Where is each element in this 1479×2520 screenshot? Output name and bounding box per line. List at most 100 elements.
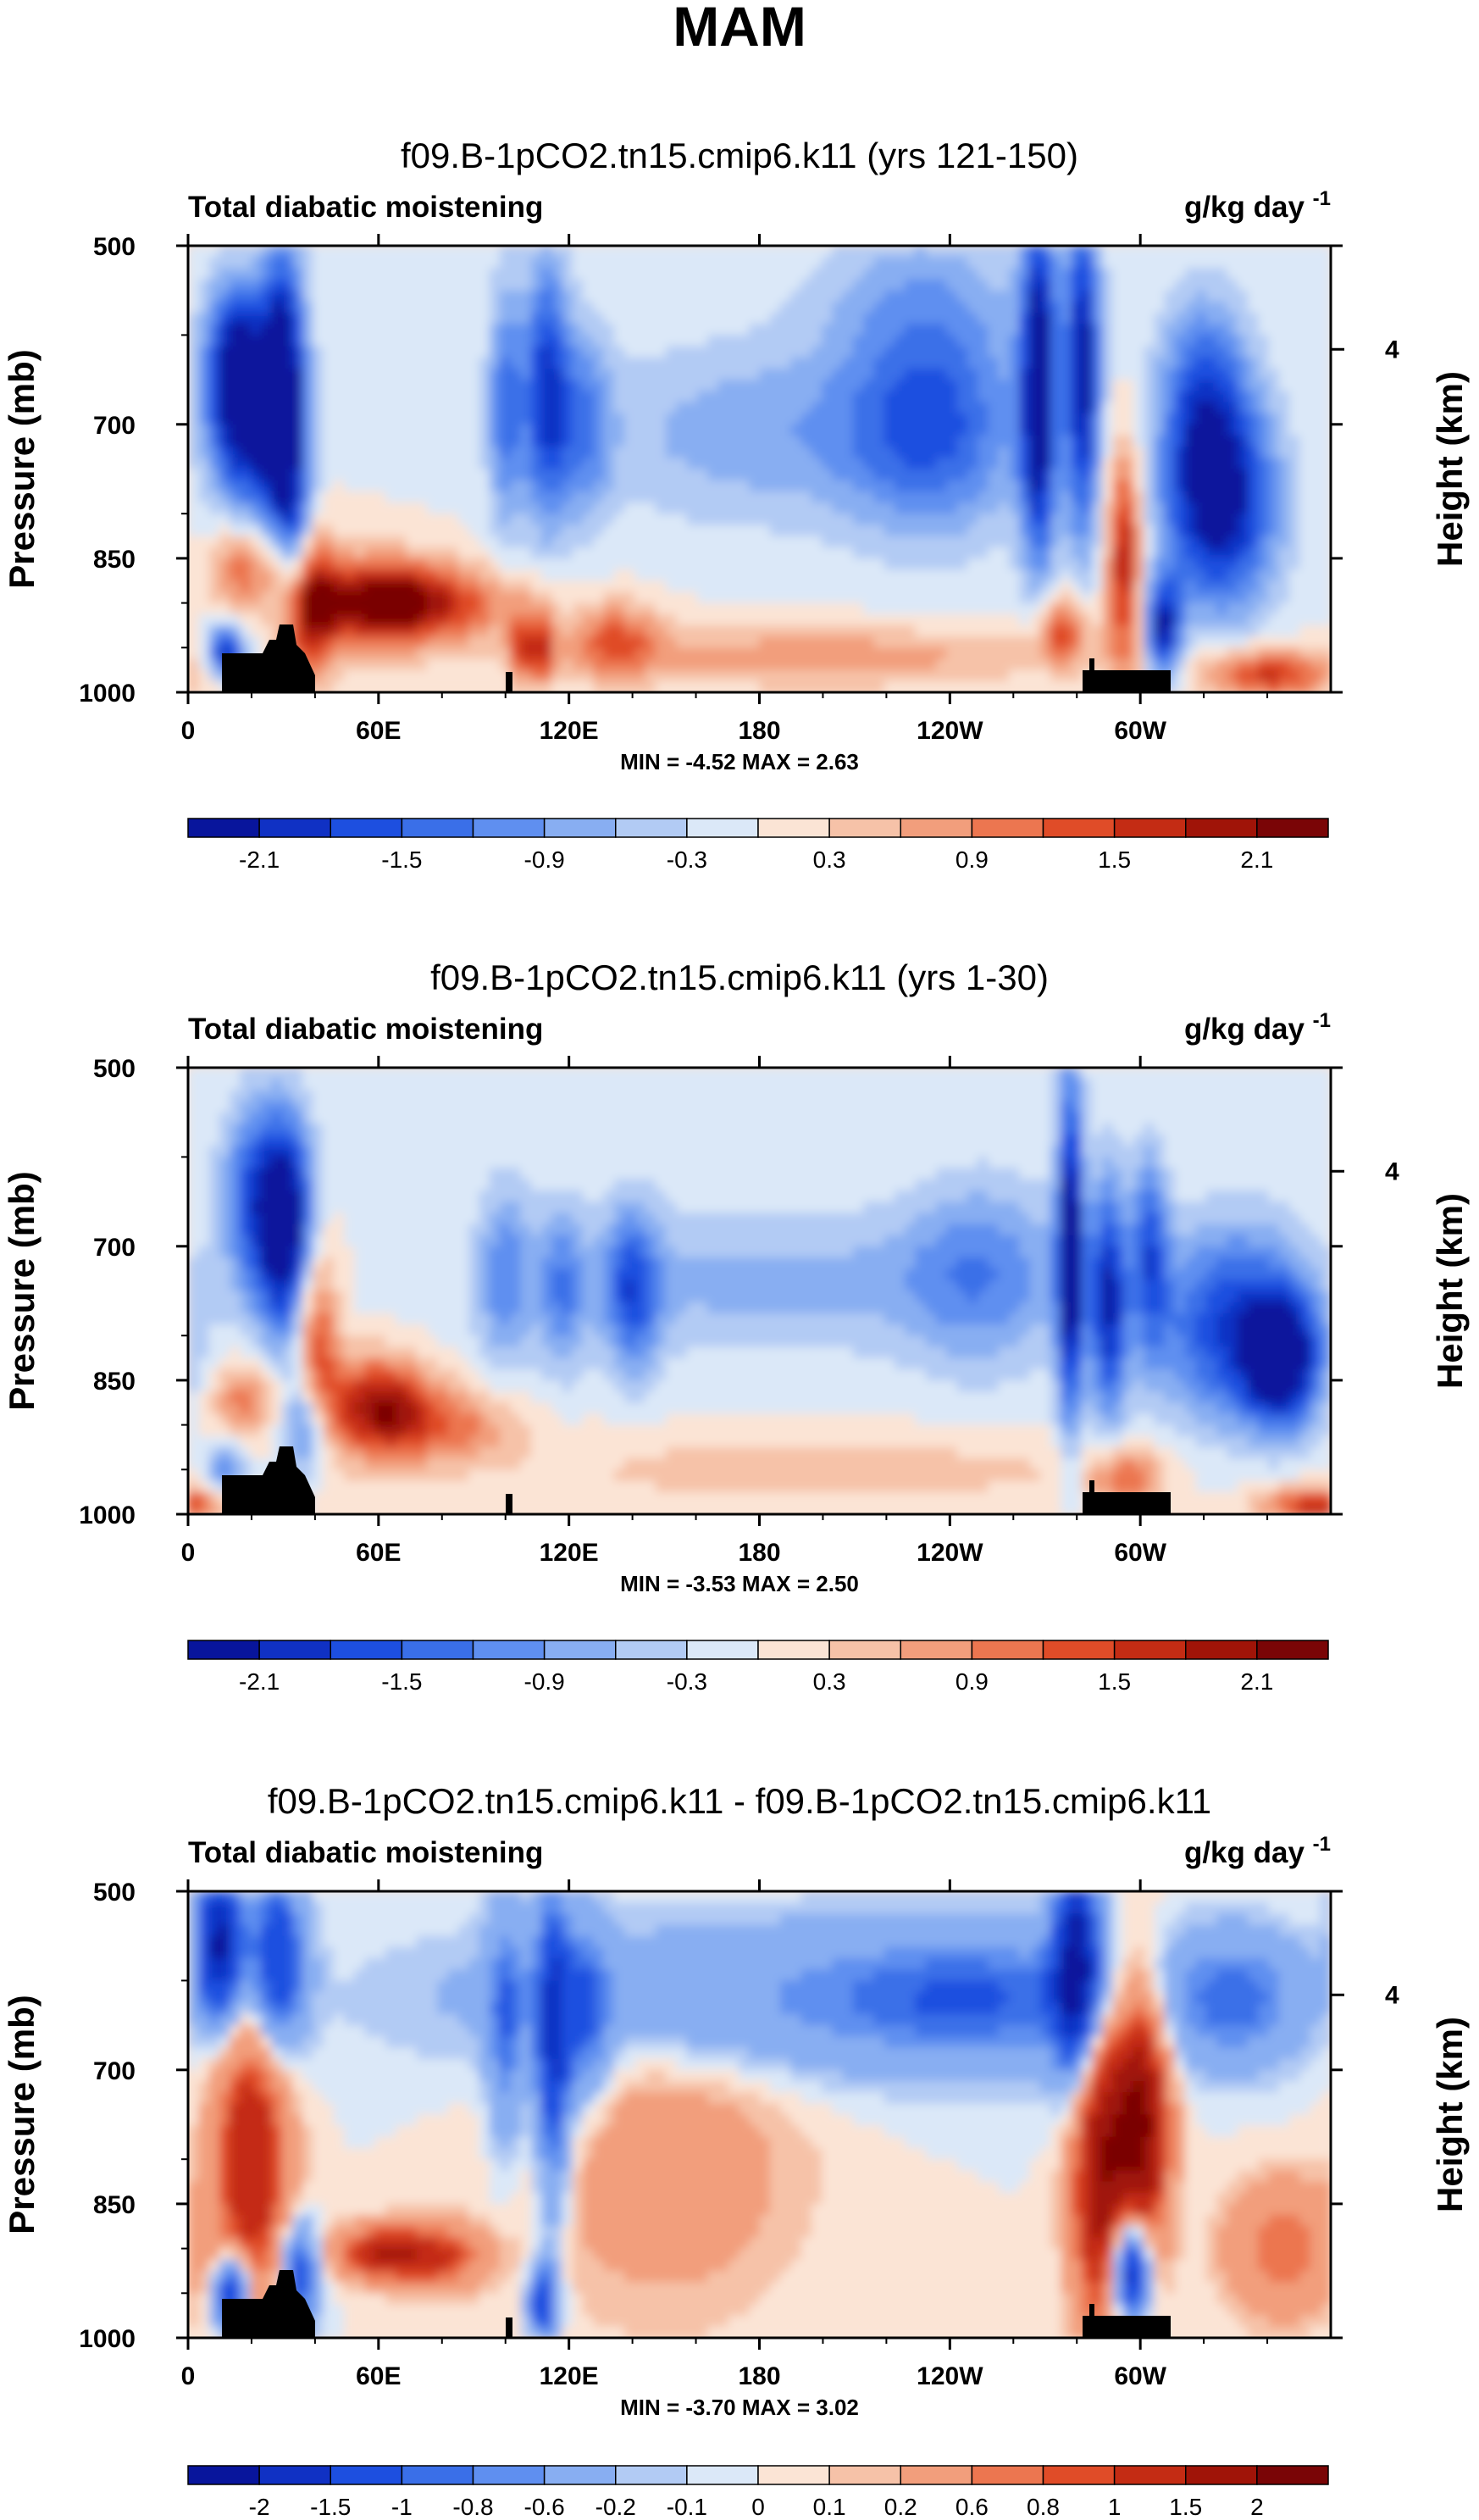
colorbar-swatch	[828, 2465, 901, 2485]
topography-island	[506, 672, 512, 692]
colorbar-label: -0.9	[524, 846, 565, 873]
colorbar-swatch	[900, 818, 973, 838]
y-tick-label: 1000	[79, 1501, 136, 1529]
figure-title: MAM	[673, 0, 806, 58]
colorbar-label: -0.9	[524, 1668, 565, 1695]
colorbar-swatch	[686, 1640, 759, 1660]
colorbar-swatch	[187, 2465, 260, 2485]
colorbar-label: -0.2	[595, 2494, 636, 2520]
y-tick-label: 850	[93, 1368, 136, 1396]
colorbar-swatch	[900, 2465, 973, 2485]
colorbar: -2 -1.5 -1 -0.8 -0.6 -0.2 -0.1 0 0.1 0.2 0.6 0.8 1 1.…	[187, 2465, 1329, 2520]
colorbar-swatch	[1042, 1640, 1116, 1660]
x-tick-label: 60E	[356, 1539, 401, 1567]
colorbar-label: -2.1	[239, 846, 280, 873]
min-max-stats: MIN = -4.52 MAX = 2.63	[620, 749, 859, 774]
x-tick-label: 0	[181, 1539, 196, 1567]
colorbar-label: 2.1	[1240, 1668, 1273, 1695]
colorbar-label: 1.5	[1098, 846, 1131, 873]
colorbar-swatch	[757, 1640, 830, 1660]
colorbar-swatch	[615, 2465, 688, 2485]
colorbar-swatch	[757, 818, 830, 838]
colorbar-label: 0.8	[1027, 2494, 1060, 2520]
x-tick-label: 180	[738, 717, 780, 745]
left-label: Total diabatic moistening	[188, 1013, 543, 1046]
colorbar-swatch	[472, 2465, 546, 2485]
colorbar-label: 2.1	[1240, 846, 1273, 873]
x-tick-label: 120E	[540, 2362, 599, 2390]
y-tick-label: 1000	[79, 680, 136, 708]
colorbar-swatch	[971, 2465, 1044, 2485]
panel-2: f09.B-1pCO2.tn15.cmip6.k11 (yrs 1-30) Tot…	[2, 957, 1470, 1695]
colorbar-swatch	[1113, 818, 1187, 838]
colorbar-label: 1	[1108, 2494, 1122, 2520]
colorbar: -2.1 -1.5 -0.9 -0.3 0.3 0.9 1.5 2.1	[187, 818, 1329, 873]
colorbar-swatch	[1113, 2465, 1187, 2485]
colorbar-swatch	[1185, 818, 1258, 838]
colorbar-swatch	[187, 818, 260, 838]
x-tick-label: 60W	[1114, 1539, 1166, 1567]
colorbar-swatch	[615, 818, 688, 838]
colorbar-swatch	[543, 818, 617, 838]
x-tick-label: 120E	[540, 1539, 599, 1567]
panel-3: f09.B-1pCO2.tn15.cmip6.k11 - f09.B-1pCO2…	[2, 1781, 1470, 2520]
topography-andes	[1083, 658, 1171, 692]
x-tick-label: 120W	[917, 717, 983, 745]
y-tick-label: 850	[93, 2191, 136, 2219]
colorbar-swatch	[187, 1640, 260, 1660]
topography-island	[506, 1494, 512, 1514]
colorbar-swatch	[258, 1640, 331, 1660]
panel-title: f09.B-1pCO2.tn15.cmip6.k11 (yrs 121-150)	[401, 136, 1078, 175]
x-tick-label: 180	[738, 2362, 780, 2390]
colorbar-label: -1.5	[381, 846, 422, 873]
units-label: g/kg day -1	[1184, 187, 1331, 224]
colorbar-swatch	[543, 1640, 617, 1660]
colorbar-label: -0.6	[524, 2494, 565, 2520]
colorbar-swatch	[828, 1640, 901, 1660]
panel-title: f09.B-1pCO2.tn15.cmip6.k11 (yrs 1-30)	[430, 957, 1049, 997]
min-max-stats: MIN = -3.70 MAX = 3.02	[620, 2395, 859, 2420]
colorbar-swatch	[401, 818, 474, 838]
topography-andes	[1083, 1480, 1171, 1514]
colorbar-label: -2.1	[239, 1668, 280, 1695]
left-label: Total diabatic moistening	[188, 191, 543, 224]
y-tick-label: 700	[93, 412, 136, 440]
y-axis-title-right: Height (km)	[1430, 1193, 1470, 1389]
topography-africa	[222, 1446, 315, 1514]
colorbar-label: 0.1	[813, 2494, 846, 2520]
colorbar: -2.1 -1.5 -0.9 -0.3 0.3 0.9 1.5 2.1	[187, 1640, 1329, 1695]
x-tick-label: 60E	[356, 2362, 401, 2390]
colorbar-swatch	[330, 1640, 403, 1660]
colorbar-label: -0.3	[667, 1668, 707, 1695]
colorbar-swatch	[971, 818, 1044, 838]
colorbar-label: 0.9	[956, 846, 989, 873]
x-tick-label: 60W	[1114, 2362, 1166, 2390]
colorbar-swatch	[1256, 818, 1329, 838]
colorbar-swatch	[686, 2465, 759, 2485]
colorbar-label: -1.5	[381, 1668, 422, 1695]
colorbar-swatch	[258, 2465, 331, 2485]
colorbar-swatch	[330, 2465, 403, 2485]
colorbar-swatch	[1185, 2465, 1258, 2485]
x-tick-label: 0	[181, 717, 196, 745]
colorbar-label: 0.6	[956, 2494, 989, 2520]
y-tick-label: 500	[93, 233, 136, 261]
colorbar-swatch	[401, 1640, 474, 1660]
x-tick-label: 180	[738, 1539, 780, 1567]
units-label: g/kg day -1	[1184, 1009, 1331, 1046]
colorbar-label: 2	[1250, 2494, 1264, 2520]
x-tick-label: 120W	[917, 1539, 983, 1567]
y-tick-label: 850	[93, 546, 136, 574]
y-axis-title-right: Height (km)	[1430, 371, 1470, 567]
colorbar-label: -0.3	[667, 846, 707, 873]
colorbar-swatch	[330, 818, 403, 838]
colorbar-swatch	[472, 818, 546, 838]
panel-title: f09.B-1pCO2.tn15.cmip6.k11 - f09.B-1pCO2…	[268, 1781, 1211, 1821]
colorbar-swatch	[971, 1640, 1044, 1660]
topography-andes	[1083, 2304, 1171, 2338]
colorbar-label: 0.3	[813, 1668, 846, 1695]
colorbar-swatch	[401, 2465, 474, 2485]
colorbar-swatch	[1042, 818, 1116, 838]
x-tick-label: 120W	[917, 2362, 983, 2390]
y-tick-label: 500	[93, 1055, 136, 1083]
